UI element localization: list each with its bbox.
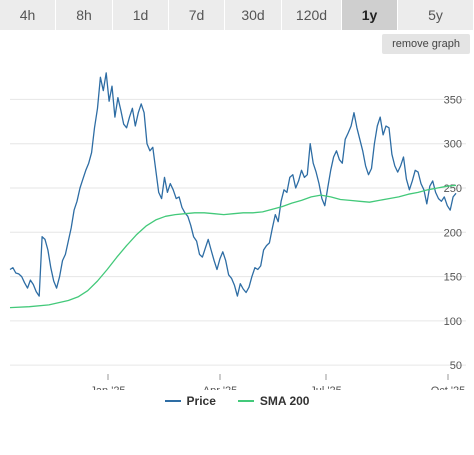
tab-4h[interactable]: 4h (0, 0, 56, 30)
x-tick-label: Jul '25 (310, 385, 341, 390)
y-tick-label: 150 (444, 272, 462, 284)
y-tick-label: 350 (444, 94, 462, 106)
sma-legend-swatch (237, 400, 254, 402)
price-legend-swatch (164, 400, 181, 402)
legend-sma-label: SMA 200 (259, 394, 310, 408)
y-tick-label: 50 (450, 360, 462, 372)
y-tick-label: 250 (444, 183, 462, 195)
chart-legend: Price SMA 200 (0, 390, 474, 412)
remove-graph-button[interactable]: remove graph (382, 34, 470, 54)
tab-5y[interactable]: 5y (398, 0, 474, 30)
price-chart: 50 100 150 200 250 300 350 Jan '25 Apr '25 Jul '2… (9, 72, 466, 390)
x-tick-label: Oct '25 (431, 385, 466, 390)
tab-120d[interactable]: 120d (282, 0, 342, 30)
legend-item-price[interactable]: Price (164, 394, 216, 408)
sma-200-line (9, 184, 457, 309)
legend-item-sma[interactable]: SMA 200 (237, 394, 310, 408)
x-tick-label: Jan '25 (90, 385, 125, 390)
y-tick-label: 300 (444, 139, 462, 151)
tab-8h[interactable]: 8h (56, 0, 113, 30)
y-tick-label: 200 (444, 227, 462, 239)
tab-7d[interactable]: 7d (169, 0, 225, 30)
price-line (9, 72, 457, 297)
legend-price-label: Price (186, 394, 216, 408)
tab-1y[interactable]: 1y (342, 0, 398, 30)
tab-30d[interactable]: 30d (225, 0, 282, 30)
tab-1d[interactable]: 1d (113, 0, 169, 30)
timeframe-tab-bar: 4h 8h 1d 7d 30d 120d 1y 5y (0, 0, 474, 30)
y-tick-label: 100 (444, 316, 462, 328)
x-tick-label: Apr '25 (203, 385, 238, 390)
